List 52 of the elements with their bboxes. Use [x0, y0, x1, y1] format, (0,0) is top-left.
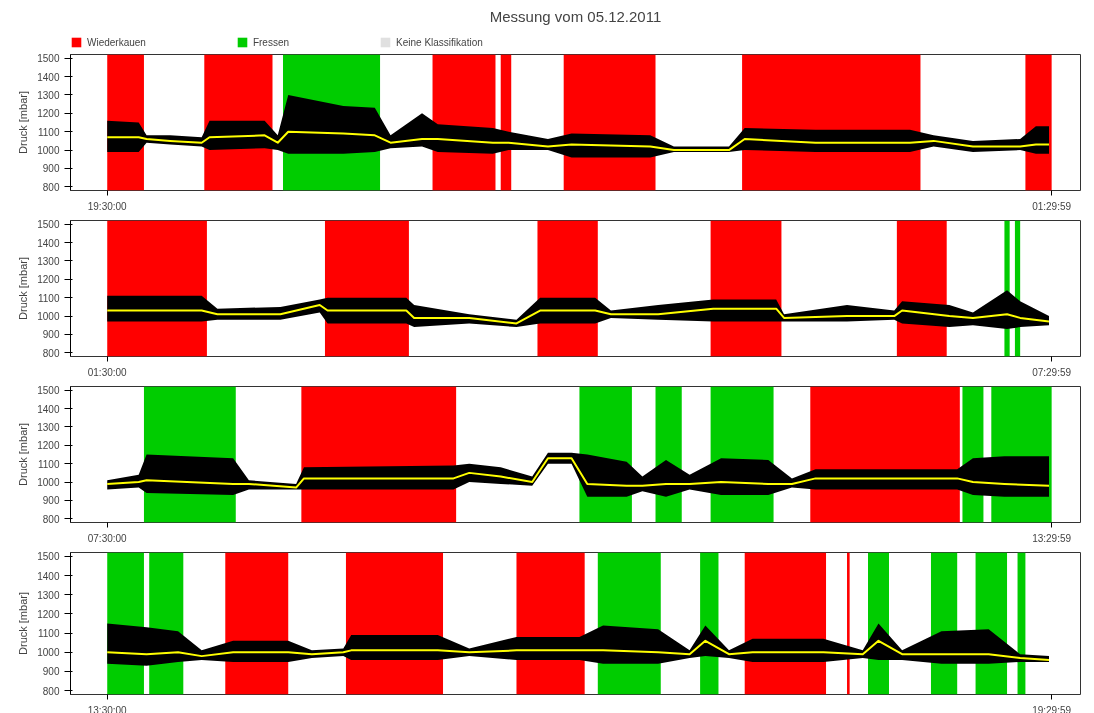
line-series [106, 130, 1051, 152]
y-tick-label: 900 [42, 163, 60, 175]
y-tick-label: 1000 [37, 145, 60, 157]
y-tick-label: 1400 [37, 403, 60, 415]
y-tick-label: 1100 [38, 292, 60, 304]
y-tick-label: 1000 [37, 647, 60, 659]
y-tick-label: 1300 [37, 89, 60, 101]
y-tick-label: 1500 [37, 219, 60, 231]
line-series [106, 639, 1051, 661]
y-tick-label: 900 [42, 329, 60, 341]
x-tick-label: 07:30:00 [87, 532, 128, 544]
y-tick-label: 1500 [37, 53, 60, 65]
y-tick-label: 1100 [38, 126, 60, 138]
y-tick-label: 1400 [37, 570, 60, 582]
chart-title: Messung vom 05.12.2011 [489, 7, 662, 25]
x-tick-label: 19:30:00 [87, 200, 128, 212]
y-tick-label: 1200 [37, 608, 60, 620]
y-axis-title: Druck [mbar] [17, 91, 30, 154]
legend-label: Fressen [252, 36, 290, 48]
x-tick-label: 19:29:59 [1032, 704, 1072, 713]
y-axis-title: Druck [mbar] [17, 592, 30, 655]
y-tick-label: 1500 [37, 551, 60, 563]
x-tick-label: 01:30:00 [87, 366, 128, 378]
line-series [106, 304, 1051, 325]
y-tick-label: 800 [42, 181, 60, 193]
legend-label: Keine Klassifikation [396, 36, 483, 48]
y-tick-label: 1200 [37, 274, 60, 286]
y-tick-label: 1100 [38, 628, 60, 640]
y-tick-label: 1000 [37, 311, 60, 323]
y-tick-label: 1400 [37, 71, 60, 83]
y-tick-label: 800 [42, 685, 60, 697]
y-tick-label: 1200 [37, 440, 60, 452]
y-tick-label: 1300 [37, 255, 60, 267]
x-tick-label: 07:29:59 [1032, 366, 1072, 378]
y-tick-label: 1300 [37, 589, 60, 601]
y-tick-label: 900 [42, 495, 60, 507]
y-tick-label: 900 [42, 666, 60, 678]
y-tick-label: 800 [42, 513, 60, 525]
x-tick-label: 13:29:59 [1032, 532, 1072, 544]
y-tick-label: 1100 [38, 458, 60, 470]
x-tick-label: 13:30:00 [87, 704, 128, 713]
x-tick-label: 01:29:59 [1032, 200, 1072, 212]
y-tick-label: 800 [42, 347, 60, 359]
y-axis-title: Druck [mbar] [17, 257, 30, 320]
legend-label: Wiederkauen [87, 36, 146, 48]
y-tick-label: 1400 [37, 237, 60, 249]
line-series [106, 457, 1051, 489]
y-tick-label: 1000 [37, 477, 60, 489]
y-axis-title: Druck [mbar] [17, 423, 30, 486]
y-tick-label: 1200 [37, 108, 60, 120]
y-tick-label: 1500 [37, 385, 60, 397]
y-tick-label: 1300 [37, 421, 60, 433]
